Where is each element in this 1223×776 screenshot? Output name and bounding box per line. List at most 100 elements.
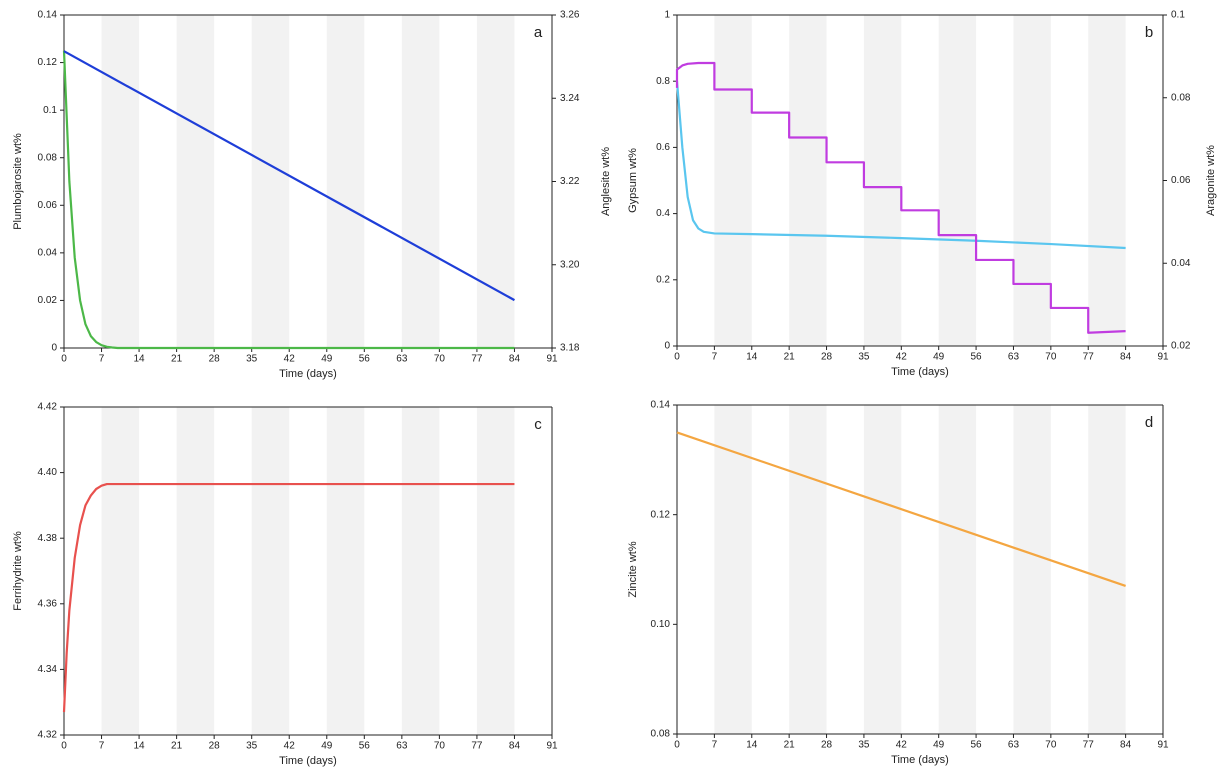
y-tick-label: 0.08 [651,729,671,740]
y2-tick-label: 0.04 [1171,258,1191,269]
x-tick-label: 63 [396,741,408,752]
x-tick-label: 84 [509,354,521,365]
series-line [63,50,515,302]
x-tick-label: 84 [1120,352,1132,363]
series-line [62,482,515,713]
y-tick-label: 0 [51,343,57,354]
x-axis-title: Time (days) [891,754,949,766]
x-tick-label: 21 [784,352,796,363]
shade-band [863,15,902,346]
x-tick-label: 28 [821,740,833,751]
y2-axis-title: Aragonite wt% [1205,145,1217,216]
panel-letter: a [534,24,543,41]
x-tick-label: 56 [359,741,371,752]
y-tick-label: 4.38 [38,533,58,544]
y2-tick-label: 0.1 [1171,10,1185,21]
y-tick-label: 0.10 [651,619,671,630]
x-tick-label: 42 [896,352,908,363]
y2-tick-label: 3.22 [560,176,580,187]
x-tick-label: 21 [784,740,796,751]
panel-letter: b [1145,24,1153,41]
x-tick-label: 0 [674,352,680,363]
x-tick-label: 14 [134,354,146,365]
x-tick-label: 35 [246,354,258,365]
x-tick-label: 63 [1008,352,1020,363]
shade-band [938,405,977,734]
y-tick-label: 0.6 [656,142,670,153]
x-tick-label: 42 [896,740,908,751]
series-line [676,431,1126,587]
y-tick-label: 0.06 [38,200,58,211]
y2-tick-label: 0.06 [1171,175,1191,186]
shade-band [714,15,752,346]
x-tick-label: 49 [933,740,945,751]
x-tick-label: 28 [821,352,833,363]
shade-band [176,407,215,735]
x-tick-label: 84 [509,741,521,752]
x-tick-label: 7 [99,741,105,752]
x-tick-label: 49 [321,741,333,752]
shade-band [789,15,827,346]
y-tick-label: 0.14 [38,10,58,21]
y-tick-label: 4.36 [38,598,58,609]
x-tick-label: 63 [396,354,408,365]
x-tick-label: 42 [284,741,296,752]
y-tick-label: 0.1 [43,105,57,116]
x-tick-label: 56 [359,354,371,365]
x-tick-label: 49 [933,352,945,363]
series-line [675,61,1126,334]
y2-axis-title: Anglesite wt% [600,147,612,216]
y-axis-title: Plumbojarosite wt% [12,133,24,230]
shade-band [401,407,440,735]
y-axis-title: Gypsum wt% [627,148,639,213]
x-tick-label: 77 [471,741,483,752]
y-tick-label: 0.14 [651,400,671,411]
y-tick-label: 4.34 [38,664,58,675]
shade-band [938,15,977,346]
y-axis-title: Ferrihydrite wt% [12,531,24,611]
shade-band [1013,405,1051,734]
panel-letter: c [534,416,542,433]
x-tick-label: 7 [712,740,718,751]
shade-band [326,407,365,735]
x-tick-label: 77 [1083,740,1095,751]
y-tick-label: 0.12 [651,509,671,520]
y-tick-label: 0.2 [656,274,670,285]
shade-band [476,407,515,735]
x-tick-label: 28 [209,354,221,365]
y-tick-label: 0.02 [38,295,58,306]
x-tick-label: 56 [971,740,983,751]
y-tick-label: 0.8 [656,76,670,87]
y-tick-label: 4.40 [38,467,58,478]
x-tick-label: 91 [1157,352,1169,363]
x-tick-label: 70 [434,354,446,365]
shade-band [326,15,365,348]
shade-band [476,15,515,348]
panel-letter: d [1145,414,1153,431]
shade-band [251,15,290,348]
x-tick-label: 14 [746,352,758,363]
x-tick-label: 28 [209,741,221,752]
shade-band [101,15,140,348]
y-axis-title: Zincite wt% [627,541,639,597]
x-tick-label: 77 [1083,352,1095,363]
y-tick-label: 0 [664,341,670,352]
x-tick-label: 91 [1157,740,1169,751]
x-tick-label: 0 [674,740,680,751]
x-tick-label: 84 [1120,740,1132,751]
shade-band [1013,15,1051,346]
x-tick-label: 7 [99,354,105,365]
x-tick-label: 35 [858,352,870,363]
x-tick-label: 14 [746,740,758,751]
shade-band [401,15,440,348]
y-tick-label: 4.32 [38,730,58,741]
y2-tick-label: 0.08 [1171,92,1191,103]
shade-band [101,407,140,735]
x-tick-label: 7 [712,352,718,363]
x-tick-label: 70 [1045,352,1057,363]
x-tick-label: 21 [171,354,183,365]
x-axis-title: Time (days) [891,366,949,378]
y2-tick-label: 3.24 [560,93,580,104]
x-tick-label: 21 [171,741,183,752]
